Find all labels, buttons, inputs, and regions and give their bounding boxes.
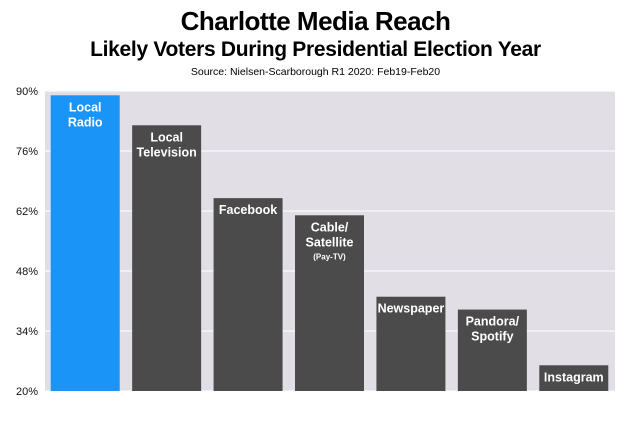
bar-label: Satellite <box>306 235 354 249</box>
chart-subtitle: Likely Voters During Presidential Electi… <box>90 38 541 61</box>
bar-label: Local <box>69 100 102 114</box>
bar <box>132 125 202 392</box>
bar <box>213 198 283 391</box>
bar-label: Instagram <box>544 370 604 384</box>
bar-label: Pandora/ <box>466 315 520 329</box>
bar-label: Local <box>150 130 183 144</box>
chart-title: Charlotte Media Reach <box>180 6 451 36</box>
bar <box>50 95 120 392</box>
chart-source: Source: Nielsen-Scarborough R1 2020: Feb… <box>190 66 441 78</box>
bar-label: Television <box>137 145 197 159</box>
y-tick-label: 48% <box>16 266 38 278</box>
y-tick-label: 90% <box>16 86 38 98</box>
y-tick-label: 76% <box>16 146 38 158</box>
bar-sublabel: (Pay-TV) <box>313 252 346 261</box>
bar <box>457 309 527 391</box>
bar-label: Newspaper <box>378 302 445 316</box>
bar <box>539 365 609 391</box>
y-tick-label: 34% <box>16 326 38 338</box>
bar-label: Radio <box>68 115 103 129</box>
y-tick-label: 62% <box>16 206 38 218</box>
bar-label: Cable/ <box>311 220 349 234</box>
bar-label: Spotify <box>471 330 513 344</box>
bar <box>295 215 364 391</box>
bar-label: Facebook <box>219 203 277 217</box>
y-tick-label: 20% <box>16 386 38 398</box>
bar <box>376 296 446 391</box>
